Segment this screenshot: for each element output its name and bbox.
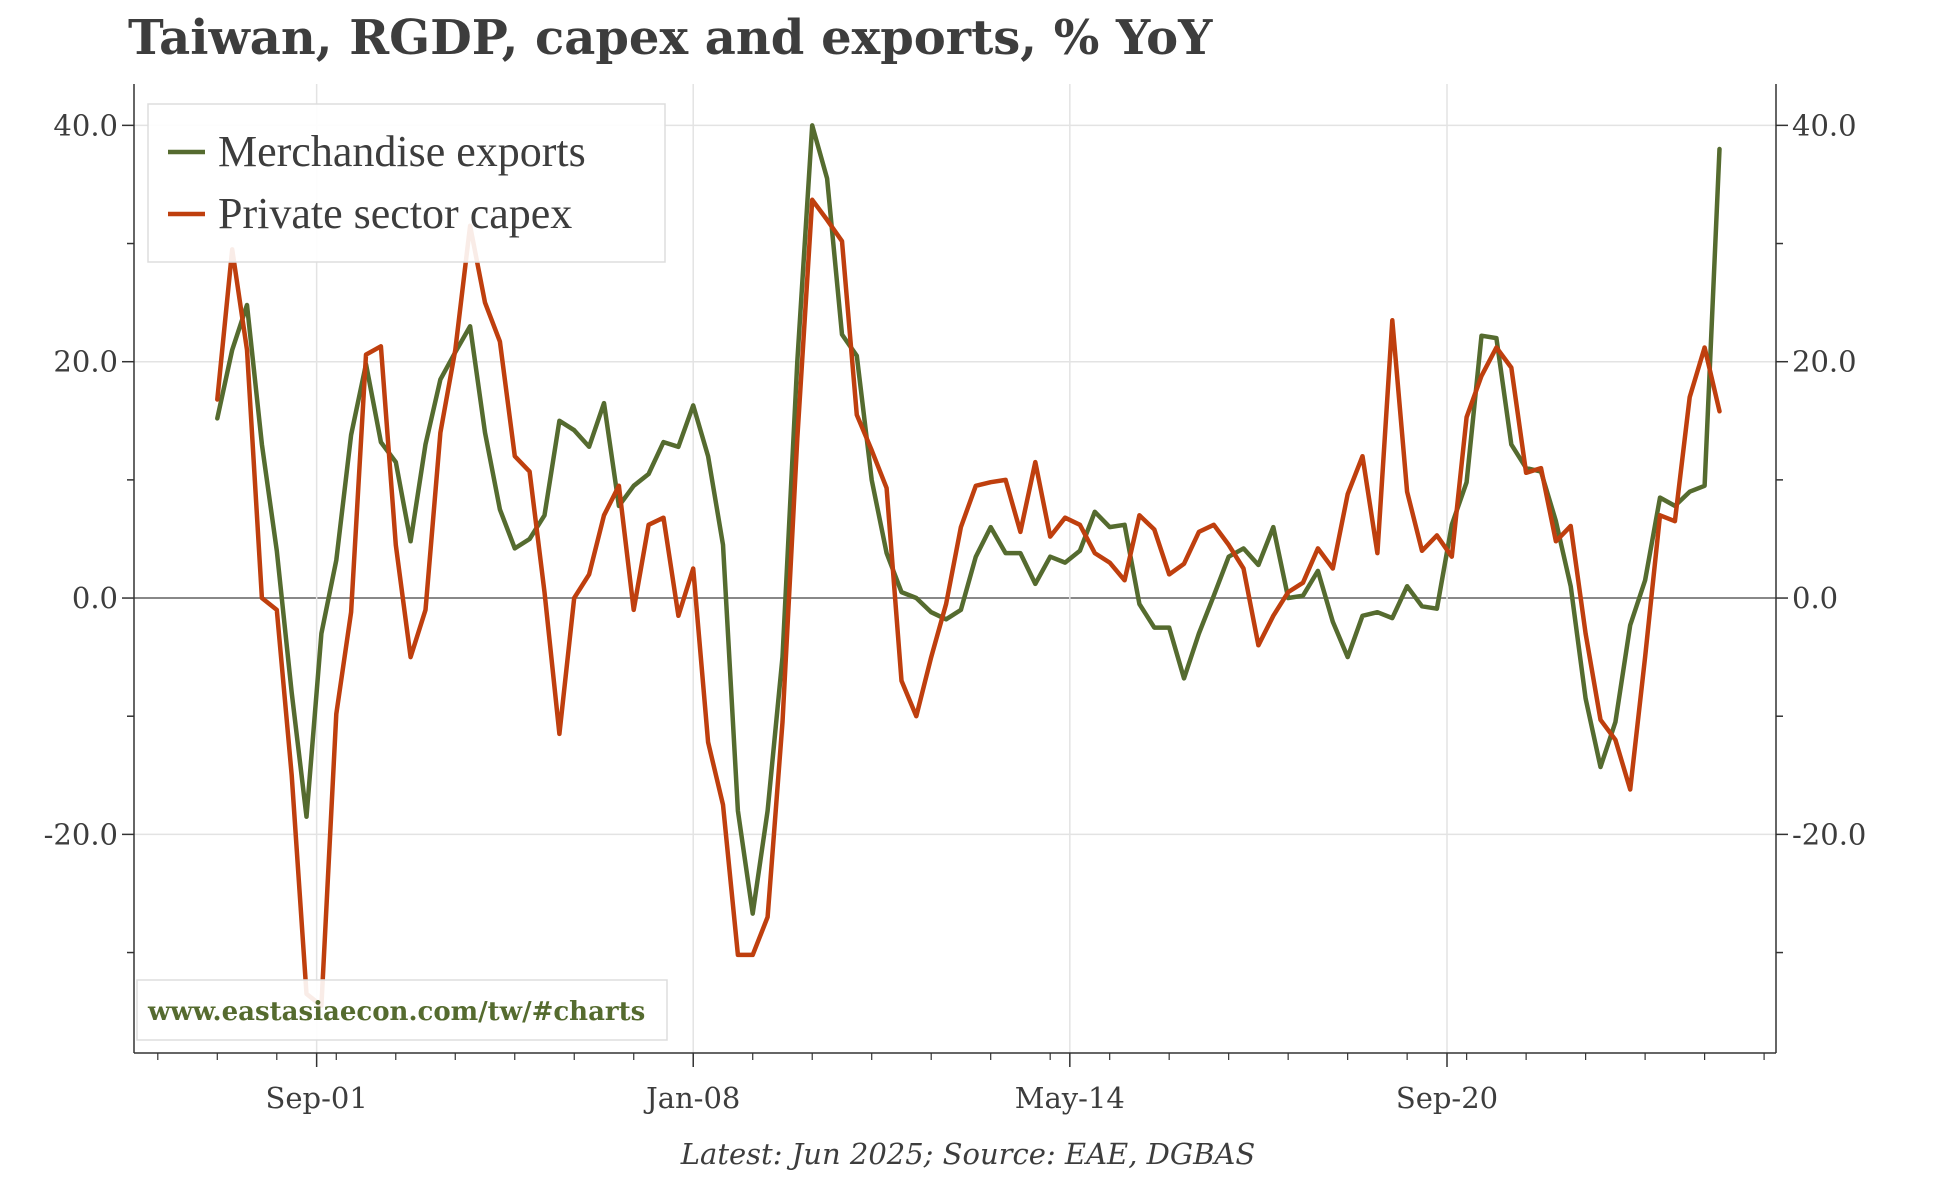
x-tick-label: Jan-08 [643, 1081, 740, 1115]
x-tick-label: Sep-01 [265, 1081, 367, 1115]
series-line-exports [215, 123, 1722, 916]
y-tick-label-right: -20.0 [1792, 817, 1866, 851]
source-note: Latest: Jun 2025; Source: EAE, DGBAS [680, 1137, 1255, 1171]
axis-ticks: -20.0 -20.0 0.0 0.0 20.0 20.0 40.0 40.0 Sep-01 Ja… [44, 108, 1867, 1115]
watermark-text: www.eastasiaecon.com/tw/#charts [147, 997, 645, 1027]
y-tick-label-left: -20.0 [44, 817, 118, 851]
y-tick-label-left: 0.0 [72, 581, 118, 615]
watermark-box: www.eastasiaecon.com/tw/#charts [136, 979, 668, 1041]
chart-title: Taiwan, RGDP, capex and exports, % YoY [128, 10, 1213, 66]
legend: Merchandise exports Private sector capex [147, 103, 666, 263]
y-tick-label-left: 40.0 [53, 108, 118, 142]
legend-label-exports: Merchandise exports [218, 127, 586, 176]
legend-box [147, 103, 666, 263]
y-tick-label-right: 20.0 [1792, 345, 1857, 379]
x-tick-label: Sep-20 [1396, 1081, 1498, 1115]
legend-label-capex: Private sector capex [218, 189, 572, 238]
x-tick-label: May-14 [1015, 1081, 1125, 1115]
y-tick-label-right: 0.0 [1792, 581, 1838, 615]
plot-frame [133, 84, 1777, 1054]
y-tick-label-right: 40.0 [1792, 108, 1857, 142]
y-tick-label-left: 20.0 [53, 345, 118, 379]
series-line-capex [215, 197, 1722, 1008]
